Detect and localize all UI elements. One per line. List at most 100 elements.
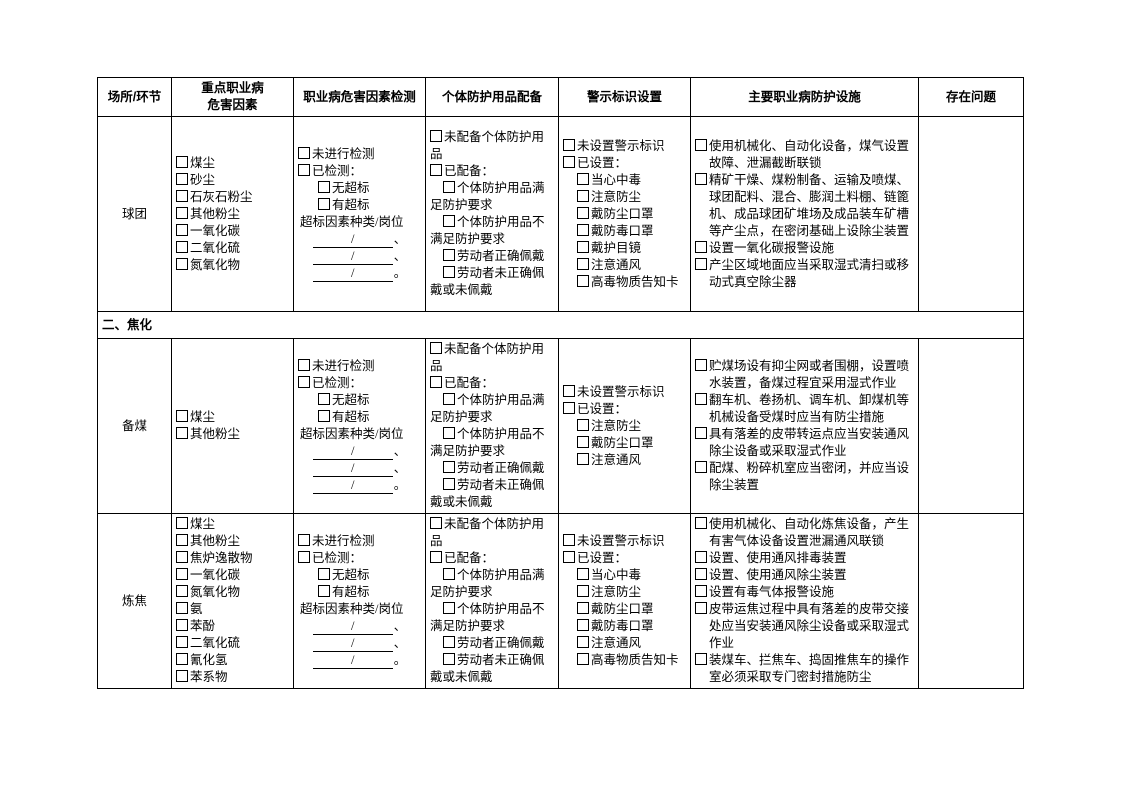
checkbox-icon[interactable] [318, 181, 330, 193]
checkbox-icon[interactable] [443, 249, 455, 261]
checkbox-icon[interactable] [298, 551, 310, 563]
fill-in-blank[interactable]: / [312, 266, 393, 282]
checkbox-icon[interactable] [176, 670, 188, 682]
checkbox-icon[interactable] [176, 240, 188, 253]
checkbox-icon[interactable] [443, 461, 455, 473]
checkbox-icon[interactable] [443, 181, 455, 193]
checkbox-icon[interactable] [176, 172, 188, 185]
checkbox-icon[interactable] [443, 427, 455, 439]
checkbox-icon[interactable] [695, 240, 707, 253]
checkbox-icon[interactable] [577, 602, 589, 614]
checkbox-icon[interactable] [176, 517, 188, 529]
checkbox-icon[interactable] [563, 155, 575, 168]
checkbox-icon[interactable] [577, 257, 589, 270]
fill-in-blank[interactable]: / [312, 232, 393, 248]
checkbox-icon[interactable] [577, 619, 589, 631]
checkbox-icon[interactable] [695, 653, 707, 665]
checkbox-icon[interactable] [176, 427, 188, 439]
checkbox-icon[interactable] [430, 164, 442, 176]
checkbox-icon[interactable] [430, 517, 442, 529]
hazard-checkbox-item: 其他粉尘 [176, 206, 289, 223]
checkbox-icon[interactable] [443, 266, 455, 278]
checkbox-icon[interactable] [298, 164, 310, 176]
checkbox-icon[interactable] [443, 653, 455, 665]
checkbox-icon[interactable] [695, 257, 707, 270]
checkbox-icon[interactable] [430, 551, 442, 563]
checkbox-icon[interactable] [176, 410, 188, 422]
checkbox-label: 无超标 [332, 393, 370, 407]
checkbox-icon[interactable] [563, 534, 575, 546]
checkbox-icon[interactable] [176, 189, 188, 202]
fill-in-blank[interactable]: / [312, 636, 393, 652]
checkbox-icon[interactable] [695, 393, 707, 405]
checkbox-icon[interactable] [695, 602, 707, 614]
fill-in-blank[interactable]: / [312, 619, 393, 635]
ppe-sub-checkbox-item: 个体防护用品满足防护要求 [430, 180, 554, 214]
checkbox-icon[interactable] [176, 653, 188, 665]
checkbox-icon[interactable] [577, 435, 589, 448]
checkbox-icon[interactable] [176, 534, 188, 546]
checkbox-icon[interactable] [176, 257, 188, 270]
checkbox-icon[interactable] [577, 636, 589, 648]
checkbox-icon[interactable] [695, 461, 707, 473]
checkbox-icon[interactable] [443, 393, 455, 405]
fill-in-blank[interactable]: / [312, 478, 393, 494]
checkbox-icon[interactable] [176, 585, 188, 597]
checkbox-icon[interactable] [430, 376, 442, 388]
checkbox-icon[interactable] [176, 155, 188, 168]
checkbox-icon[interactable] [563, 551, 575, 563]
checkbox-icon[interactable] [563, 138, 575, 151]
checkbox-icon[interactable] [443, 568, 455, 580]
fill-in-blank[interactable]: / [312, 444, 393, 460]
checkbox-icon[interactable] [443, 478, 455, 490]
checkbox-icon[interactable] [695, 172, 707, 185]
checkbox-icon[interactable] [563, 401, 575, 414]
checkbox-icon[interactable] [318, 198, 330, 210]
problems-cell[interactable] [918, 513, 1024, 689]
checkbox-icon[interactable] [577, 206, 589, 219]
checkbox-icon[interactable] [577, 172, 589, 185]
checkbox-icon[interactable] [176, 223, 188, 236]
checkbox-icon[interactable] [430, 342, 442, 354]
checkbox-icon[interactable] [695, 517, 707, 529]
checkbox-icon[interactable] [695, 568, 707, 580]
fill-in-blank[interactable]: / [312, 249, 393, 265]
checkbox-icon[interactable] [298, 376, 310, 388]
checkbox-icon[interactable] [577, 223, 589, 236]
checkbox-icon[interactable] [577, 568, 589, 580]
fill-in-blank[interactable]: / [312, 653, 393, 669]
checkbox-icon[interactable] [577, 653, 589, 665]
checkbox-icon[interactable] [443, 215, 455, 227]
problems-cell[interactable] [918, 116, 1024, 312]
checkbox-icon[interactable] [318, 585, 330, 597]
checkbox-icon[interactable] [318, 568, 330, 580]
checkbox-icon[interactable] [176, 636, 188, 648]
checkbox-icon[interactable] [298, 147, 310, 159]
fill-in-blank[interactable]: / [312, 461, 393, 477]
checkbox-icon[interactable] [443, 602, 455, 614]
checkbox-icon[interactable] [176, 602, 188, 614]
checkbox-icon[interactable] [176, 619, 188, 631]
checkbox-icon[interactable] [577, 274, 589, 287]
checkbox-icon[interactable] [430, 130, 442, 142]
checkbox-icon[interactable] [176, 206, 188, 219]
checkbox-icon[interactable] [176, 568, 188, 580]
checkbox-icon[interactable] [577, 189, 589, 202]
checkbox-icon[interactable] [577, 585, 589, 597]
checkbox-icon[interactable] [695, 585, 707, 597]
checkbox-icon[interactable] [695, 427, 707, 439]
checkbox-icon[interactable] [695, 138, 707, 151]
checkbox-icon[interactable] [443, 636, 455, 648]
checkbox-icon[interactable] [695, 359, 707, 371]
checkbox-icon[interactable] [563, 384, 575, 397]
checkbox-icon[interactable] [577, 452, 589, 465]
problems-cell[interactable] [918, 338, 1024, 514]
checkbox-icon[interactable] [695, 551, 707, 563]
checkbox-icon[interactable] [298, 359, 310, 371]
checkbox-icon[interactable] [318, 393, 330, 405]
checkbox-icon[interactable] [318, 410, 330, 422]
checkbox-icon[interactable] [577, 418, 589, 431]
checkbox-icon[interactable] [298, 534, 310, 546]
checkbox-icon[interactable] [577, 240, 589, 253]
checkbox-icon[interactable] [176, 551, 188, 563]
